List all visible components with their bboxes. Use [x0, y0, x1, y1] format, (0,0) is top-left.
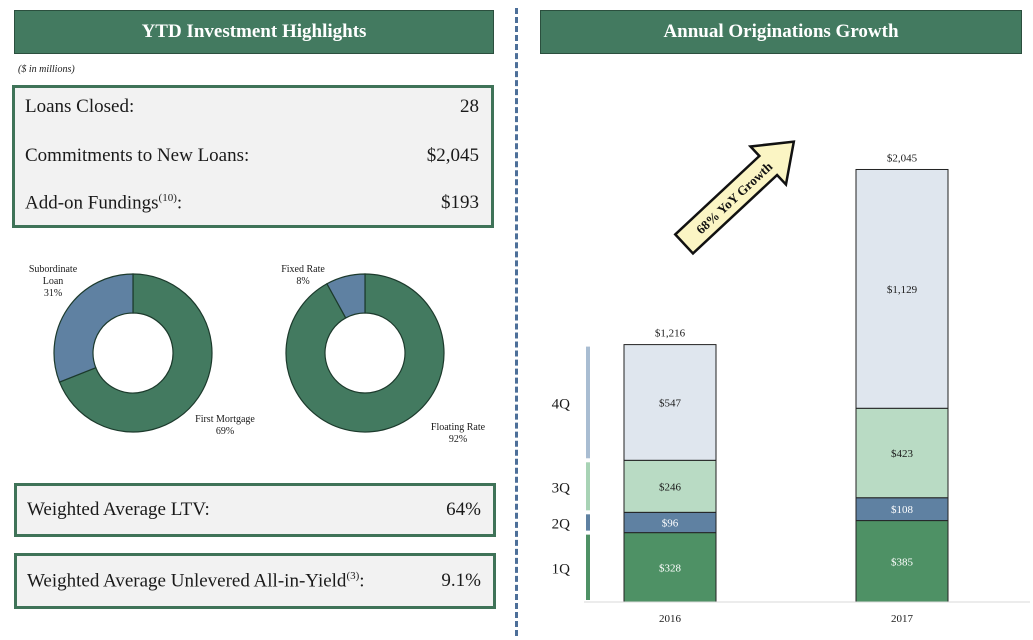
donut-right-slice-1: [326, 273, 366, 319]
legend-marker-3Q: [586, 462, 590, 511]
ytd-highlights-title: YTD Investment Highlights: [141, 21, 367, 42]
bar-label-2016-4Q: $547: [659, 397, 682, 409]
bar-2016-4Q: [623, 344, 717, 461]
bar-label-2016-1Q: $328: [659, 562, 682, 574]
fixed-rate-label: Fixed Rate 8%: [281, 264, 325, 287]
ltv-value: 64%: [446, 499, 481, 520]
originations-header: Annual Originations Growth: [540, 10, 1022, 54]
x-tick-2016: 2016: [659, 613, 682, 625]
donut-left-slice-0: [58, 273, 213, 433]
yield-row: Weighted Average Unlevered All-in-Yield(…: [27, 570, 481, 592]
loans-closed-value: 28: [460, 96, 479, 117]
legend-label-2Q: 2Q: [552, 516, 571, 532]
ltv-label: Weighted Average LTV:: [27, 499, 210, 520]
donut-right-slice-0: [285, 273, 445, 433]
legend-marker-2Q: [586, 514, 590, 531]
bar-2017-3Q: [855, 407, 949, 499]
yield-box: Weighted Average Unlevered All-in-Yield(…: [14, 553, 496, 609]
yield-label: Weighted Average Unlevered All-in-Yield(…: [27, 570, 365, 592]
bar-label-2017-3Q: $423: [891, 448, 914, 460]
growth-arrow-label: 68% YoY Growth: [693, 158, 776, 237]
total-label-2016: $1,216: [655, 328, 686, 340]
highlights-box: Loans Closed: 28 Commitments to New Loan…: [12, 85, 494, 228]
bar-label-2016-3Q: $246: [659, 481, 682, 493]
floating-rate-label: Floating Rate 92%: [430, 422, 486, 445]
bar-2017-4Q: [855, 168, 949, 409]
bar-label-2017-2Q: $108: [891, 504, 914, 516]
add-on-fundings-row: Add-on Fundings(10): $193: [25, 192, 479, 214]
ltv-box: Weighted Average LTV: 64%: [14, 483, 496, 537]
loans-closed-row: Loans Closed: 28: [25, 96, 479, 118]
bar-2016-1Q: [623, 532, 717, 603]
yield-value: 9.1%: [441, 570, 481, 591]
ytd-highlights-header: YTD Investment Highlights: [14, 10, 494, 54]
originations-chart: 68% YoY Growth $328 $96 $246 $547 $1,216 2016…: [552, 140, 1030, 625]
commitments-value: $2,045: [426, 145, 479, 166]
legend-label-3Q: 3Q: [552, 480, 571, 496]
subordinate-loan-label: Subordinate Loan 31%: [28, 264, 78, 299]
legend-marker-4Q: [586, 346, 590, 459]
donut-left: [53, 273, 213, 433]
loans-closed-label: Loans Closed:: [25, 96, 135, 117]
legend-marker-1Q: [586, 534, 590, 600]
bar-label-2016-2Q: $96: [662, 517, 679, 529]
legend-label-4Q: 4Q: [552, 396, 571, 412]
bar-label-2017-4Q: $1,129: [887, 284, 918, 296]
bar-label-2017-1Q: $385: [891, 556, 914, 568]
growth-arrow: 68% YoY Growth: [673, 140, 796, 256]
legend-label-1Q: 1Q: [552, 561, 571, 577]
add-on-fundings-value: $193: [441, 192, 479, 213]
panel-divider: [515, 8, 518, 636]
ltv-row: Weighted Average LTV: 64%: [27, 499, 481, 521]
commitments-row: Commitments to New Loans: $2,045: [25, 145, 479, 167]
commitments-label: Commitments to New Loans:: [25, 145, 250, 166]
donut-left-slice-1: [53, 273, 134, 383]
x-tick-2017: 2017: [891, 613, 914, 625]
units-note: ($ in millions): [18, 64, 75, 75]
total-label-2017: $2,045: [887, 152, 918, 164]
originations-title: Annual Originations Growth: [663, 21, 899, 42]
add-on-fundings-label: Add-on Fundings(10):: [25, 192, 183, 214]
first-mortgage-label: First Mortgage 69%: [195, 414, 255, 437]
donut-right: [285, 273, 445, 433]
